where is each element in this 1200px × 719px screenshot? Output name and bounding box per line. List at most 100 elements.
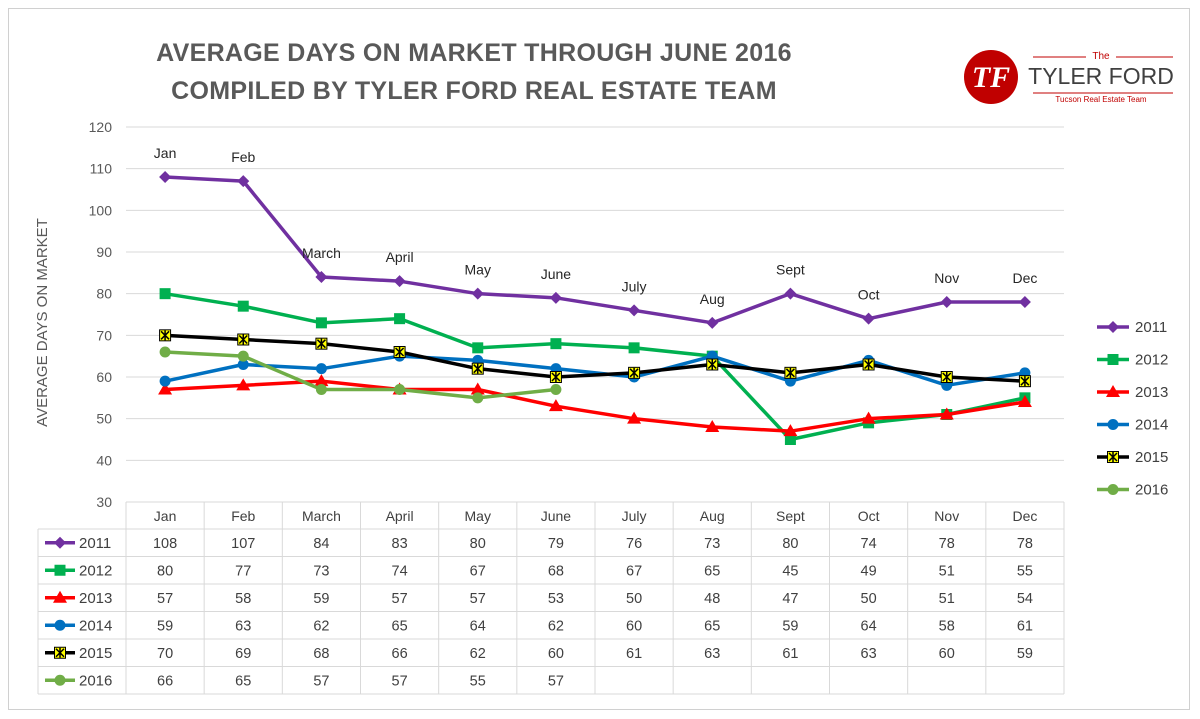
x-category-label: July [622,508,647,524]
x-category-label: Nov [934,508,959,524]
table-cell-value: 64 [861,618,877,634]
table-key-marker-2013 [53,590,67,603]
table-cell-value: 63 [704,646,720,662]
data-point-2011 [549,291,562,304]
data-label: Feb [231,149,255,165]
y-tick-label: 30 [96,494,112,510]
legend-marker-2013 [1106,385,1120,397]
series-line-2016 [164,350,557,400]
table-cell-value: 55 [470,673,486,689]
data-point-2013 [1017,395,1032,407]
data-label: Sept [776,262,805,278]
table-cell-value: 80 [470,536,486,552]
data-point-2011 [1018,296,1031,308]
data-point-2015 [315,337,328,350]
data-point-2013 [548,399,563,412]
data-point-2012 [315,317,327,329]
data-point-2013 [470,382,485,395]
logo-mark: TF [972,61,1010,94]
data-label: Dec [1012,270,1037,286]
table-key-marker-2011 [54,536,66,549]
table-series-name: 2012 [79,562,112,579]
table-cell-value: 57 [392,591,408,607]
table-cell-value: 51 [939,563,955,579]
table-series-name: 2011 [79,535,111,552]
chart-frame: AVERAGE DAYS ON MARKET THROUGH JUNE 2016… [8,8,1190,710]
data-label: Aug [700,291,725,307]
table-cell-value: 79 [548,536,564,552]
table-cell-value: 59 [313,591,329,607]
x-category-label: Dec [1012,508,1037,524]
data-point-2012 [550,338,562,350]
data-point-2013 [939,407,954,420]
table-key-marker-2015 [54,646,66,659]
table-cell-value: 60 [939,646,955,662]
data-point-2013 [627,411,642,424]
legend-marker-2015 [1107,451,1119,463]
legend-marker-2012 [1107,354,1119,365]
table-cell-value: 107 [231,536,255,552]
data-point-2015 [862,358,875,371]
table-cell-value: 78 [1017,536,1033,552]
table-cell-value: 62 [313,618,329,634]
logo-name: TYLER FORD [1028,63,1174,89]
table-cell-value: 64 [470,618,486,634]
data-point-2016 [315,384,327,395]
chart-title-line-2: COMPILED BY TYLER FORD REAL ESTATE TEAM [171,77,777,105]
table-cell-value: 50 [626,591,642,607]
table-cell-value: 57 [313,673,329,689]
legend-marker-2011 [1107,321,1119,333]
table-cell-value: 80 [782,536,798,552]
table-cell-value: 76 [626,536,642,552]
data-point-2016 [237,350,249,362]
table-cell-value: 58 [235,591,251,607]
data-point-2015 [1018,375,1031,388]
legend-marker-2016 [1107,484,1119,495]
data-point-2011 [315,271,328,283]
table-series-name: 2014 [79,617,112,634]
table-cell-value: 84 [313,536,329,552]
table-series-name: 2015 [79,645,112,662]
data-point-2012 [784,434,796,445]
x-category-label: May [465,508,491,524]
legend-marker-2014 [1107,419,1119,430]
data-point-2015 [549,371,562,383]
line-chart: 30 40 50 60 70 80 90 100 110 120 AVERAGE DAYS ON M… [34,119,1168,695]
table-cell-value: 74 [861,536,877,552]
data-label: Jan [154,145,177,161]
data-point-2013 [158,382,173,395]
data-point-2016 [472,392,484,404]
x-category-label: Sept [776,508,805,524]
data-point-2015 [784,366,797,379]
series-line-2015 [164,333,1026,383]
table-cell-value: 61 [1017,618,1033,634]
data-point-2014 [237,359,249,370]
y-tick-label: 120 [89,119,113,135]
data-point-2011 [471,287,484,300]
x-category-label: Feb [231,508,255,524]
data-label: June [541,266,572,282]
data-point-2013 [705,420,720,432]
table-cell-value: 66 [392,646,408,662]
table-cell-value: 55 [1017,563,1033,579]
table-series-name: 2013 [79,590,112,607]
table-key-marker-2012 [54,564,66,576]
x-category-label: June [541,508,572,524]
table-cell-value: 69 [235,646,251,662]
table-cell-value: 78 [939,536,955,552]
data-label: March [302,245,341,261]
x-category-label: Jan [154,508,177,524]
table-cell-value: 60 [548,646,564,662]
data-point-2016 [394,384,406,395]
table-cell-value: 80 [157,563,173,579]
table-cell-value: 108 [153,536,177,552]
logo-tagline: Tucson Real Estate Team [1055,95,1146,104]
data-label: July [622,278,647,294]
data-point-2013 [783,424,798,437]
legend-label-2013: 2013 [1135,384,1168,401]
table-cell-value: 67 [626,563,642,579]
x-category-label: Aug [700,508,725,524]
table-cell-value: 66 [157,673,173,689]
table-cell-value: 53 [548,591,564,607]
table-cell-value: 68 [313,646,329,662]
